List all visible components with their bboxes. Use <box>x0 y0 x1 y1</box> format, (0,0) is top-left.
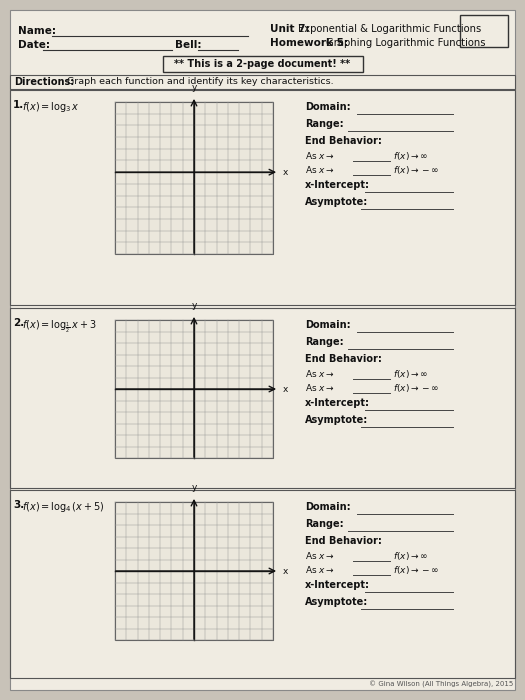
Text: $f(x) = \log_4(x+5)$: $f(x) = \log_4(x+5)$ <box>22 500 104 514</box>
Text: $f(x) \rightarrow -\infty$: $f(x) \rightarrow -\infty$ <box>393 564 439 576</box>
Text: Bell:: Bell: <box>175 40 202 50</box>
Bar <box>163 56 362 72</box>
Text: Range:: Range: <box>305 337 344 347</box>
Bar <box>10 308 515 488</box>
Text: $f(x) \rightarrow -\infty$: $f(x) \rightarrow -\infty$ <box>393 164 439 176</box>
Text: 1.: 1. <box>13 100 24 110</box>
Text: End Behavior:: End Behavior: <box>305 536 382 546</box>
Text: As $x \rightarrow$: As $x \rightarrow$ <box>305 164 335 175</box>
Text: Asymptote:: Asymptote: <box>305 197 368 207</box>
Text: $f(x) \rightarrow \infty$: $f(x) \rightarrow \infty$ <box>393 368 428 380</box>
Text: Range:: Range: <box>305 519 344 529</box>
Bar <box>115 502 273 640</box>
Text: As $x \rightarrow$: As $x \rightarrow$ <box>305 382 335 393</box>
Text: Exponential & Logarithmic Functions: Exponential & Logarithmic Functions <box>298 24 481 34</box>
Text: 2.: 2. <box>13 318 24 328</box>
Bar <box>10 90 515 305</box>
Text: Range:: Range: <box>305 119 344 129</box>
Text: Graph each function and identify its key characteristics.: Graph each function and identify its key… <box>67 78 333 87</box>
Text: $f(x) \rightarrow \infty$: $f(x) \rightarrow \infty$ <box>393 150 428 162</box>
Text: y: y <box>191 301 197 310</box>
Bar <box>10 490 515 678</box>
Text: End Behavior:: End Behavior: <box>305 136 382 146</box>
Text: As $x \rightarrow$: As $x \rightarrow$ <box>305 564 335 575</box>
Text: Homework 5:: Homework 5: <box>270 38 348 48</box>
Text: As $x \rightarrow$: As $x \rightarrow$ <box>305 368 335 379</box>
Text: © Gina Wilson (All Things Algebra), 2015: © Gina Wilson (All Things Algebra), 2015 <box>369 681 513 688</box>
Text: As $x \rightarrow$: As $x \rightarrow$ <box>305 150 335 161</box>
Text: y: y <box>191 83 197 92</box>
Text: Domain:: Domain: <box>305 502 351 512</box>
Text: Asymptote:: Asymptote: <box>305 415 368 425</box>
Bar <box>10 75 515 89</box>
Text: Domain:: Domain: <box>305 102 351 112</box>
Text: Graphing Logarithmic Functions: Graphing Logarithmic Functions <box>326 38 486 48</box>
Text: $f(x) \rightarrow -\infty$: $f(x) \rightarrow -\infty$ <box>393 382 439 394</box>
Bar <box>115 102 273 254</box>
Text: $f(x) = \log_{\frac{1}{2}} x + 3$: $f(x) = \log_{\frac{1}{2}} x + 3$ <box>22 318 97 335</box>
Text: Asymptote:: Asymptote: <box>305 597 368 607</box>
Text: End Behavior:: End Behavior: <box>305 354 382 364</box>
Text: x-Intercept:: x-Intercept: <box>305 580 370 590</box>
Text: ** This is a 2-page document! **: ** This is a 2-page document! ** <box>174 59 351 69</box>
Text: x-Intercept:: x-Intercept: <box>305 180 370 190</box>
Text: x: x <box>283 566 288 575</box>
Bar <box>460 15 508 47</box>
Text: Unit 7:: Unit 7: <box>270 24 310 34</box>
Text: Date:: Date: <box>18 40 50 50</box>
Text: Name:: Name: <box>18 26 56 36</box>
Text: As $x \rightarrow$: As $x \rightarrow$ <box>305 550 335 561</box>
Bar <box>115 320 273 458</box>
Text: $f(x) = \log_3 x$: $f(x) = \log_3 x$ <box>22 100 80 114</box>
Text: Domain:: Domain: <box>305 320 351 330</box>
Text: x: x <box>283 384 288 393</box>
Text: x: x <box>283 168 288 176</box>
Text: Directions:: Directions: <box>14 77 74 87</box>
Text: $f(x) \rightarrow \infty$: $f(x) \rightarrow \infty$ <box>393 550 428 562</box>
Text: y: y <box>191 483 197 492</box>
Text: 3.: 3. <box>13 500 24 510</box>
Text: x-Intercept:: x-Intercept: <box>305 398 370 408</box>
